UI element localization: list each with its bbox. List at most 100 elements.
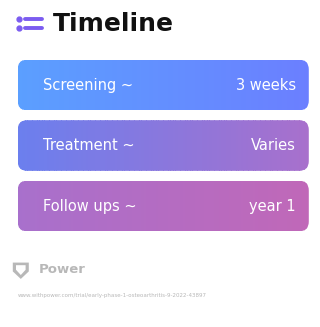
Bar (297, 60, 300, 111)
Bar (68, 181, 72, 232)
Bar (81, 181, 84, 232)
Bar (190, 60, 193, 111)
Bar (39, 60, 43, 111)
Bar (68, 60, 72, 111)
Bar (299, 60, 302, 111)
Bar (185, 181, 188, 232)
Bar (47, 181, 50, 232)
Bar (117, 60, 120, 111)
Bar (289, 181, 292, 232)
Bar (71, 181, 74, 232)
Bar (299, 181, 302, 232)
Bar (64, 60, 67, 111)
Bar (88, 181, 91, 232)
Bar (141, 120, 144, 171)
Bar (20, 60, 23, 111)
Bar (168, 60, 171, 111)
Bar (127, 60, 130, 111)
Bar (148, 181, 152, 232)
Bar (226, 60, 229, 111)
Bar (238, 181, 242, 232)
Bar (301, 60, 305, 111)
Bar (151, 60, 154, 111)
Bar (27, 181, 30, 232)
Bar (224, 60, 227, 111)
Bar (265, 181, 268, 232)
Bar (236, 181, 239, 232)
Polygon shape (16, 265, 26, 275)
Bar (54, 60, 57, 111)
Bar (192, 60, 196, 111)
Bar (56, 181, 60, 232)
Bar (124, 120, 127, 171)
Bar (144, 181, 147, 232)
Bar (175, 60, 179, 111)
Bar (25, 120, 28, 171)
Bar (188, 120, 190, 171)
Bar (255, 60, 259, 111)
Bar (81, 120, 84, 171)
Bar (37, 60, 40, 111)
Bar (195, 60, 198, 111)
Bar (173, 60, 176, 111)
Bar (47, 120, 50, 171)
Bar (229, 120, 232, 171)
Bar (253, 181, 256, 232)
Bar (129, 120, 132, 171)
Bar (44, 181, 47, 232)
Bar (18, 120, 21, 171)
Bar (132, 120, 135, 171)
Bar (52, 60, 55, 111)
Bar (231, 120, 234, 171)
Bar (95, 181, 98, 232)
Bar (236, 120, 239, 171)
Bar (39, 120, 43, 171)
Bar (277, 181, 280, 232)
Bar (144, 120, 147, 171)
Bar (132, 181, 135, 232)
Bar (306, 120, 309, 171)
Bar (188, 181, 190, 232)
Bar (277, 120, 280, 171)
Bar (95, 60, 98, 111)
Bar (83, 181, 86, 232)
Bar (161, 181, 164, 232)
Text: Power: Power (38, 263, 85, 276)
Bar (173, 120, 176, 171)
Bar (253, 120, 256, 171)
Bar (272, 60, 276, 111)
Bar (100, 60, 103, 111)
Bar (202, 60, 205, 111)
Bar (306, 181, 309, 232)
Bar (260, 181, 263, 232)
Bar (270, 181, 273, 232)
Bar (110, 120, 113, 171)
Bar (234, 120, 237, 171)
Bar (301, 120, 305, 171)
Bar (90, 120, 93, 171)
Bar (217, 181, 220, 232)
Bar (289, 60, 292, 111)
Bar (221, 60, 225, 111)
Bar (241, 181, 244, 232)
Bar (260, 60, 263, 111)
Bar (88, 60, 91, 111)
Bar (197, 120, 200, 171)
Bar (248, 60, 251, 111)
Bar (241, 120, 244, 171)
Bar (180, 181, 183, 232)
Bar (20, 120, 23, 171)
Bar (294, 120, 297, 171)
Bar (54, 120, 57, 171)
Bar (214, 120, 217, 171)
Bar (185, 60, 188, 111)
Bar (284, 60, 288, 111)
Bar (204, 60, 207, 111)
Bar (108, 60, 110, 111)
Bar (275, 181, 278, 232)
Bar (22, 120, 26, 171)
Bar (42, 120, 45, 171)
Bar (100, 181, 103, 232)
Bar (251, 120, 254, 171)
Bar (83, 120, 86, 171)
